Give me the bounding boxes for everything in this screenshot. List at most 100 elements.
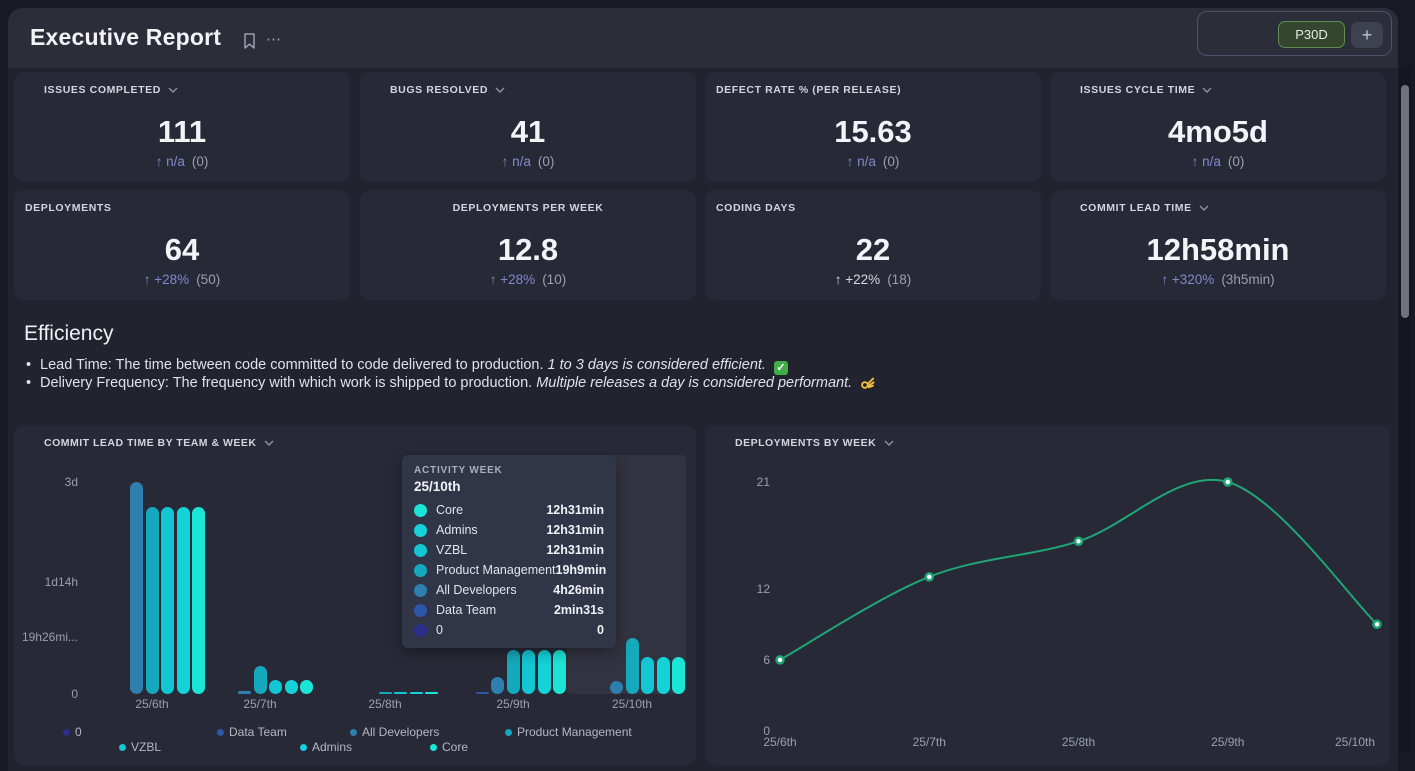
bar-product-management[interactable] [145, 507, 159, 694]
kpi-delta: ↑ n/a (0) [14, 154, 350, 169]
series-color-dot [414, 603, 427, 617]
legend-item-vzbl[interactable]: VZBL [119, 740, 161, 754]
bullet-note: 1 to 3 days is considered efficient. [547, 357, 766, 373]
legend-item-admins[interactable]: Admins [300, 740, 352, 754]
bar-all-developers[interactable] [610, 681, 623, 694]
bar-data-team[interactable] [475, 692, 489, 694]
legend-dot [119, 743, 126, 751]
kpi-label-text: COMMIT LEAD TIME [1080, 202, 1192, 214]
chevron-down-icon[interactable] [1199, 202, 1209, 214]
bar-product-management[interactable] [253, 666, 267, 694]
chevron-down-icon[interactable] [1202, 84, 1212, 96]
tooltip-series-name: 0 [436, 623, 443, 637]
kpi-card-bugs-resolved[interactable]: BUGS RESOLVED 41 ↑ n/a (0) [360, 72, 696, 182]
bar-core[interactable] [300, 680, 313, 694]
bar-admins[interactable] [176, 507, 190, 694]
kpi-label: BUGS RESOLVED [390, 84, 505, 96]
tooltip-row: All Developers 4h26min [414, 580, 604, 600]
legend-item-data-team[interactable]: Data Team [217, 725, 287, 739]
bar-vzbl[interactable] [161, 507, 174, 694]
data-point[interactable] [924, 572, 934, 582]
bar-admins[interactable] [656, 657, 670, 694]
tooltip-row: VZBL 12h31min [414, 540, 604, 560]
data-point[interactable] [775, 655, 785, 665]
tooltip-series-value: 12h31min [546, 523, 604, 537]
kpi-change: ↑ n/a [846, 154, 876, 169]
legend-dot [505, 728, 512, 736]
legend-dot [430, 743, 437, 751]
kpi-card-defect-rate-per-release-[interactable]: DEFECT RATE % (PER RELEASE) 15.63 ↑ n/a (0) [705, 72, 1041, 182]
bookmark-icon[interactable] [242, 32, 257, 55]
bar-all-developers[interactable] [491, 677, 504, 694]
kpi-label-text: DEPLOYMENTS PER WEEK [452, 202, 604, 214]
chart-tooltip: ACTIVITY WEEK 25/10th Core 12h31min Admins… [402, 455, 616, 648]
kpi-label-text: ISSUES CYCLE TIME [1080, 84, 1196, 96]
bar-admins[interactable] [284, 680, 298, 694]
bullet-text: Lead Time: The time between code committ… [40, 357, 544, 373]
kpi-label-text: DEPLOYMENTS [25, 202, 112, 214]
tooltip-row: Data Team 2min31s [414, 600, 604, 620]
data-point[interactable] [1223, 477, 1233, 487]
kpi-previous-value: (0) [537, 154, 555, 169]
data-point[interactable] [1372, 619, 1382, 630]
kpi-change: ↑ n/a [155, 154, 185, 169]
chevron-down-icon[interactable] [495, 84, 505, 96]
bar-product-management[interactable] [506, 650, 520, 694]
scrollbar-thumb[interactable] [1401, 85, 1409, 318]
deployments-chart-card: DEPLOYMENTS BY WEEK 0 6 12 21 25/6th 25/7th 25… [705, 425, 1390, 765]
bar-vzbl[interactable] [641, 657, 654, 694]
chart-header[interactable]: COMMIT LEAD TIME BY TEAM & WEEK [44, 437, 274, 449]
bar-vzbl[interactable] [522, 650, 535, 694]
chevron-down-icon[interactable] [168, 84, 178, 96]
kpi-card-issues-completed[interactable]: ISSUES COMPLETED 111 ↑ n/a (0) [14, 72, 350, 182]
bar-core[interactable] [672, 657, 685, 694]
period-pill-button[interactable]: P30D [1278, 21, 1345, 48]
x-axis-tick: 25/6th [763, 735, 797, 749]
bar-product-management[interactable] [625, 638, 639, 694]
series-color-dot [414, 563, 427, 577]
kpi-previous-value: (3h5min) [1221, 272, 1275, 287]
legend-item-core[interactable]: Core [430, 740, 468, 754]
scrollbar[interactable] [1399, 68, 1411, 752]
bar-admins[interactable] [409, 692, 423, 694]
kpi-card-deployments-per-week[interactable]: DEPLOYMENTS PER WEEK 12.8 ↑ +28% (10) [360, 190, 696, 300]
kpi-delta: ↑ +22% (18) [705, 272, 1041, 287]
bar-vzbl[interactable] [394, 692, 407, 694]
period-selector[interactable]: P30D + [1197, 11, 1392, 56]
legend-item-product-management[interactable]: Product Management [505, 725, 632, 739]
bar-core[interactable] [553, 650, 566, 694]
bar-product-management[interactable] [378, 692, 392, 694]
kpi-label-text: DEFECT RATE % (PER RELEASE) [716, 84, 902, 96]
chevron-down-icon[interactable] [884, 437, 894, 449]
bar-admins[interactable] [537, 650, 551, 694]
legend-dot [63, 728, 70, 736]
bar-vzbl[interactable] [269, 680, 282, 694]
legend-item-all-developers[interactable]: All Developers [350, 725, 439, 739]
tooltip-series-name: All Developers [436, 583, 517, 597]
kpi-value: 15.63 [834, 114, 912, 149]
tooltip-series-value: 19h9min [555, 563, 607, 577]
kpi-card-deployments[interactable]: DEPLOYMENTS 64 ↑ +28% (50) [14, 190, 350, 300]
add-period-button[interactable]: + [1351, 22, 1383, 48]
kpi-delta: ↑ n/a (0) [360, 154, 696, 169]
kpi-label-text: ISSUES COMPLETED [44, 84, 161, 96]
bullet-text: Delivery Frequency: The frequency with w… [40, 375, 533, 391]
bar-all-developers[interactable] [238, 691, 251, 694]
kpi-card-commit-lead-time[interactable]: COMMIT LEAD TIME 12h58min ↑ +320% (3h5min) [1050, 190, 1386, 300]
bar-core[interactable] [192, 507, 205, 694]
bar-all-developers[interactable] [130, 482, 143, 694]
kpi-previous-value: (10) [542, 272, 567, 287]
kpi-card-issues-cycle-time[interactable]: ISSUES CYCLE TIME 4mo5d ↑ n/a (0) [1050, 72, 1386, 182]
legend-item-0[interactable]: 0 [63, 725, 82, 739]
data-point[interactable] [1073, 536, 1084, 547]
x-axis-tick: 25/9th [496, 697, 530, 711]
more-menu-icon[interactable]: ⋯ [266, 31, 282, 48]
bar-core[interactable] [425, 692, 438, 694]
chevron-down-icon[interactable] [264, 437, 274, 449]
chart-header[interactable]: DEPLOYMENTS BY WEEK [735, 437, 894, 449]
tooltip-series-value: 4h26min [553, 583, 604, 597]
kpi-label: ISSUES CYCLE TIME [1080, 84, 1212, 96]
legend-dot [300, 743, 307, 751]
line-series [779, 479, 1378, 661]
kpi-card-coding-days[interactable]: CODING DAYS 22 ↑ +22% (18) [705, 190, 1041, 300]
